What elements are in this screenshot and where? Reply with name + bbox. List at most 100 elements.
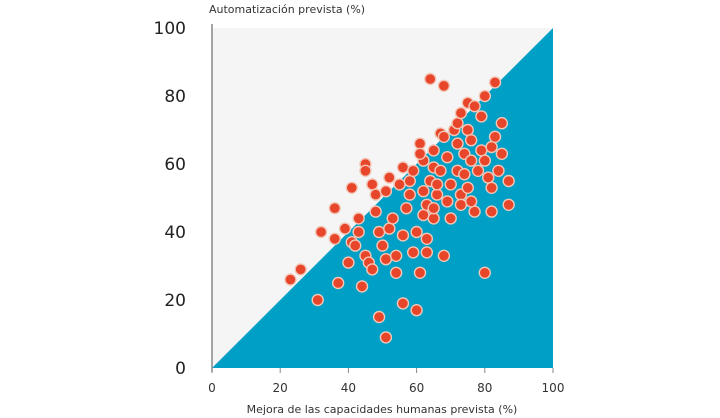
data-point xyxy=(444,212,457,225)
data-point xyxy=(427,201,440,215)
data-point xyxy=(379,184,393,198)
data-point xyxy=(420,232,434,246)
data-point xyxy=(430,188,444,201)
data-point xyxy=(369,188,382,201)
data-point xyxy=(441,195,454,208)
data-point xyxy=(345,181,359,195)
y-tick-label: 0 xyxy=(175,359,186,379)
data-point xyxy=(410,304,423,317)
data-point xyxy=(379,253,393,266)
data-point xyxy=(464,133,478,147)
y-tick-label: 40 xyxy=(164,223,186,243)
data-point xyxy=(437,249,451,263)
data-point xyxy=(495,116,509,130)
data-point xyxy=(383,222,396,235)
x-tick-label: 60 xyxy=(409,381,424,395)
data-point xyxy=(458,167,471,181)
data-point xyxy=(475,144,488,157)
data-point xyxy=(427,144,440,157)
data-point xyxy=(366,178,379,191)
data-point xyxy=(331,276,345,290)
data-point xyxy=(488,76,502,89)
data-point xyxy=(349,239,362,252)
data-point xyxy=(406,246,420,259)
data-point xyxy=(441,150,454,164)
data-point xyxy=(328,232,341,246)
data-point xyxy=(492,164,505,178)
data-point xyxy=(468,205,481,218)
data-point xyxy=(372,225,386,239)
data-point xyxy=(413,137,427,150)
data-point xyxy=(437,130,451,144)
data-point xyxy=(352,225,365,239)
y-tick-label: 100 xyxy=(154,19,186,39)
data-point xyxy=(338,222,352,235)
data-point xyxy=(406,164,420,178)
data-point xyxy=(454,198,468,212)
x-tick-label: 20 xyxy=(273,381,288,395)
data-point xyxy=(393,178,406,191)
data-point xyxy=(485,140,498,154)
y-axis-label: Automatización prevista (%) xyxy=(209,3,365,16)
data-point xyxy=(410,225,423,239)
below-diagonal-region xyxy=(212,28,553,368)
data-point xyxy=(485,205,498,218)
data-point xyxy=(376,239,389,252)
data-point xyxy=(451,116,464,130)
data-point xyxy=(451,137,464,150)
data-point xyxy=(352,212,365,225)
data-point xyxy=(461,123,474,137)
data-point xyxy=(478,154,491,167)
x-tick-label: 0 xyxy=(208,381,216,395)
data-point xyxy=(437,79,451,93)
data-point xyxy=(413,147,427,161)
data-point xyxy=(366,263,379,276)
x-tick-label: 40 xyxy=(341,381,356,395)
data-point xyxy=(420,246,434,259)
data-point xyxy=(417,208,430,222)
data-point xyxy=(444,178,457,191)
data-point xyxy=(383,171,396,184)
data-point xyxy=(386,212,399,225)
data-point xyxy=(369,205,382,218)
data-point xyxy=(403,174,416,188)
data-point xyxy=(294,263,307,276)
data-point xyxy=(488,130,502,144)
y-tick-label: 60 xyxy=(164,155,186,175)
x-tick-label: 100 xyxy=(542,381,565,395)
data-point xyxy=(379,331,393,344)
data-point xyxy=(417,184,430,198)
data-point xyxy=(461,181,474,195)
data-point xyxy=(372,310,386,324)
data-point xyxy=(495,147,509,161)
data-point xyxy=(284,273,297,286)
data-point xyxy=(389,266,403,279)
data-point xyxy=(396,297,410,310)
data-point xyxy=(424,72,437,86)
data-point xyxy=(482,171,495,184)
data-point xyxy=(502,198,515,212)
data-point xyxy=(430,178,444,191)
data-point xyxy=(396,161,410,174)
data-point xyxy=(413,266,427,279)
data-point xyxy=(427,212,440,225)
data-point xyxy=(478,266,491,279)
data-point xyxy=(471,164,485,178)
x-axis-label: Mejora de las capacidades humanas previs… xyxy=(247,403,518,416)
data-point xyxy=(328,201,341,215)
data-point xyxy=(359,164,372,178)
data-point xyxy=(475,110,488,123)
data-point xyxy=(502,174,515,188)
data-point xyxy=(485,181,498,195)
data-point xyxy=(464,154,478,167)
data-point xyxy=(396,229,410,242)
y-tick-label: 20 xyxy=(164,291,186,311)
y-tick-label: 80 xyxy=(164,87,186,107)
data-point xyxy=(478,89,491,103)
data-point xyxy=(464,195,478,208)
data-point xyxy=(314,225,328,239)
data-point xyxy=(454,106,468,120)
data-point xyxy=(468,99,481,113)
data-point xyxy=(342,256,355,269)
